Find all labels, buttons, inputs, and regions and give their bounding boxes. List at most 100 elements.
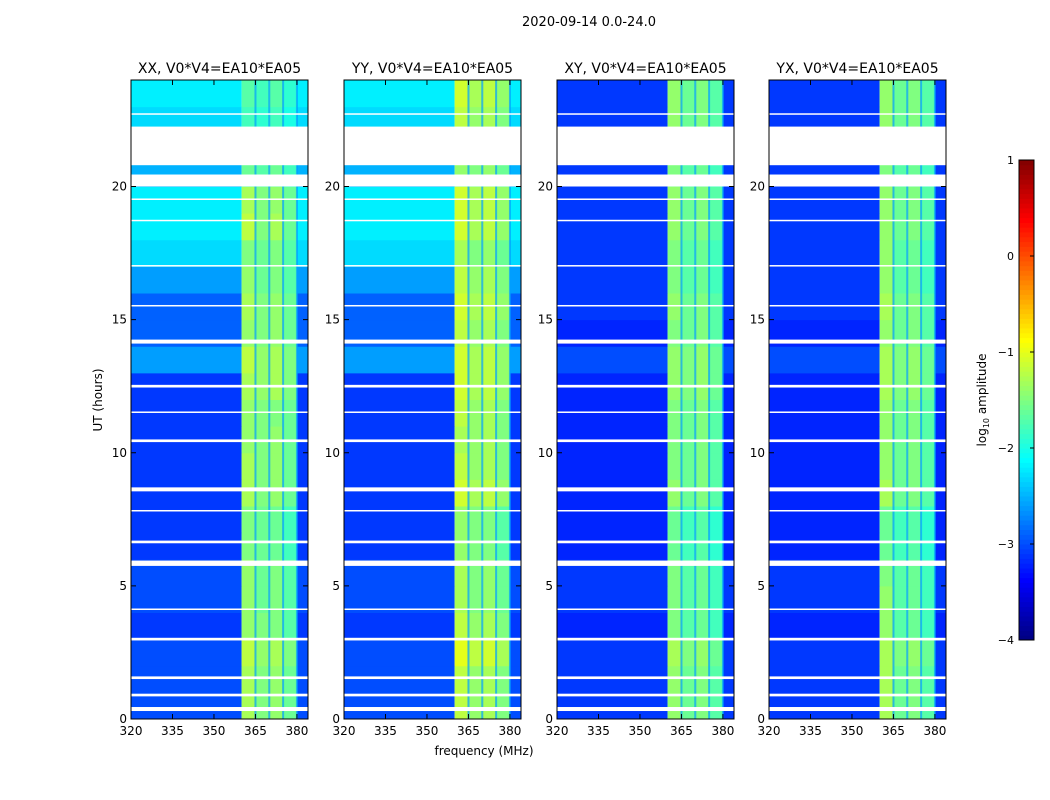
- heatmap-cell: [769, 665, 880, 693]
- heatmap-cell: [921, 612, 935, 640]
- heatmap-cell: [667, 266, 682, 294]
- heatmap-cell: [709, 452, 723, 480]
- flagged-band: [557, 113, 734, 115]
- channel-edge: [680, 80, 683, 719]
- colorbar-segment: [1019, 534, 1034, 540]
- channel-edge: [268, 80, 271, 719]
- flagged-band: [131, 174, 308, 187]
- heatmap-cell: [255, 186, 270, 214]
- heatmap-cell: [255, 639, 270, 667]
- heatmap-cell: [934, 559, 946, 587]
- heatmap-cell: [468, 665, 483, 693]
- heatmap-cell: [557, 452, 668, 480]
- colorbar-segment: [1019, 515, 1034, 521]
- heatmap-cell: [344, 186, 455, 214]
- heatmap-cell: [722, 186, 734, 214]
- heatmap-cell: [667, 399, 682, 427]
- colorbar-segment: [1019, 481, 1034, 487]
- y-tick-label: 10: [750, 446, 765, 460]
- heatmap-cell: [907, 612, 922, 640]
- colorbar-segment: [1019, 462, 1034, 468]
- heatmap-cell: [454, 585, 469, 613]
- flagged-band: [769, 265, 946, 267]
- heatmap-cell: [709, 692, 723, 720]
- flagged-band: [557, 560, 734, 566]
- heatmap-cell: [879, 452, 894, 480]
- heatmap-cell: [879, 80, 894, 108]
- channel-edge: [481, 80, 484, 719]
- heatmap-cell: [557, 213, 668, 241]
- panel-frame: [130, 79, 309, 720]
- heatmap-cell: [934, 399, 946, 427]
- heatmap-cell: [344, 532, 455, 560]
- flagged-band: [769, 219, 946, 222]
- heatmap-cell: [283, 665, 297, 693]
- heatmap-cell: [557, 479, 668, 507]
- heatmap-cell: [296, 452, 308, 480]
- colorbar-tick-label: 1: [1007, 154, 1014, 167]
- flagged-band: [344, 126, 521, 166]
- heatmap-cell: [722, 506, 734, 534]
- heatmap-cell: [241, 479, 256, 507]
- colorbar-segment: [1019, 510, 1034, 516]
- heatmap-cell: [496, 346, 510, 374]
- heatmap-cell: [921, 293, 935, 321]
- panel-title: XY, V0*V4=EA10*EA05: [564, 61, 726, 77]
- flagged-band: [769, 113, 946, 115]
- x-tick-label: 350: [629, 724, 652, 738]
- y-tick-label: 15: [325, 313, 340, 327]
- heatmap-cell: [482, 479, 497, 507]
- heatmap-cell: [681, 692, 696, 720]
- heatmap-cell: [296, 80, 308, 108]
- heatmap-cell: [879, 186, 894, 214]
- heatmap-cell: [709, 186, 723, 214]
- heatmap-cell: [921, 452, 935, 480]
- heatmap-cell: [269, 399, 284, 427]
- panel-title: YY, V0*V4=EA10*EA05: [351, 61, 513, 77]
- heatmap-cell: [241, 585, 256, 613]
- heatmap-cell: [695, 239, 710, 267]
- heatmap-cell: [921, 80, 935, 108]
- colorbar-segment: [1019, 328, 1034, 334]
- heatmap-cell: [907, 399, 922, 427]
- colorbar-segment: [1019, 366, 1034, 372]
- colorbar-segment: [1019, 448, 1034, 454]
- y-tick-label: 20: [750, 180, 765, 194]
- colorbar-segment: [1019, 188, 1034, 195]
- heatmap-cell: [709, 665, 723, 693]
- heatmap-cell: [283, 639, 297, 667]
- heatmap-cell: [695, 186, 710, 214]
- colorbar-segment: [1019, 620, 1034, 627]
- heatmap-cell: [269, 612, 284, 640]
- heatmap-cell: [667, 452, 682, 480]
- heatmap-cell: [722, 612, 734, 640]
- colorbar-segment: [1019, 356, 1034, 363]
- colorbar-segment: [1019, 352, 1034, 358]
- heatmap-cell: [454, 612, 469, 640]
- colorbar-segment: [1019, 505, 1034, 511]
- colorbar-tick-label: −1: [998, 346, 1014, 359]
- heatmap-cell: [709, 293, 723, 321]
- colorbar-segment: [1019, 203, 1034, 209]
- heatmap-cell: [344, 585, 455, 613]
- heatmap-cell: [681, 239, 696, 267]
- heatmap-cell: [769, 585, 880, 613]
- heatmap-cell: [482, 346, 497, 374]
- flagged-band: [131, 439, 308, 443]
- heatmap-cell: [879, 239, 894, 267]
- heatmap-cell: [296, 532, 308, 560]
- y-tick-label: 0: [119, 712, 127, 726]
- heatmap-cell: [283, 186, 297, 214]
- flagged-band: [344, 113, 521, 115]
- heatmap-cell: [496, 612, 510, 640]
- heatmap-cell: [695, 213, 710, 241]
- heatmap-cell: [557, 665, 668, 693]
- heatmap-cell: [893, 665, 908, 693]
- heatmap-cell: [454, 559, 469, 587]
- heatmap-cell: [893, 585, 908, 613]
- heatmap-cell: [907, 452, 922, 480]
- heatmap-cell: [667, 532, 682, 560]
- heatmap-cell: [454, 639, 469, 667]
- heatmap-cell: [667, 213, 682, 241]
- x-tick-label: 380: [711, 724, 734, 738]
